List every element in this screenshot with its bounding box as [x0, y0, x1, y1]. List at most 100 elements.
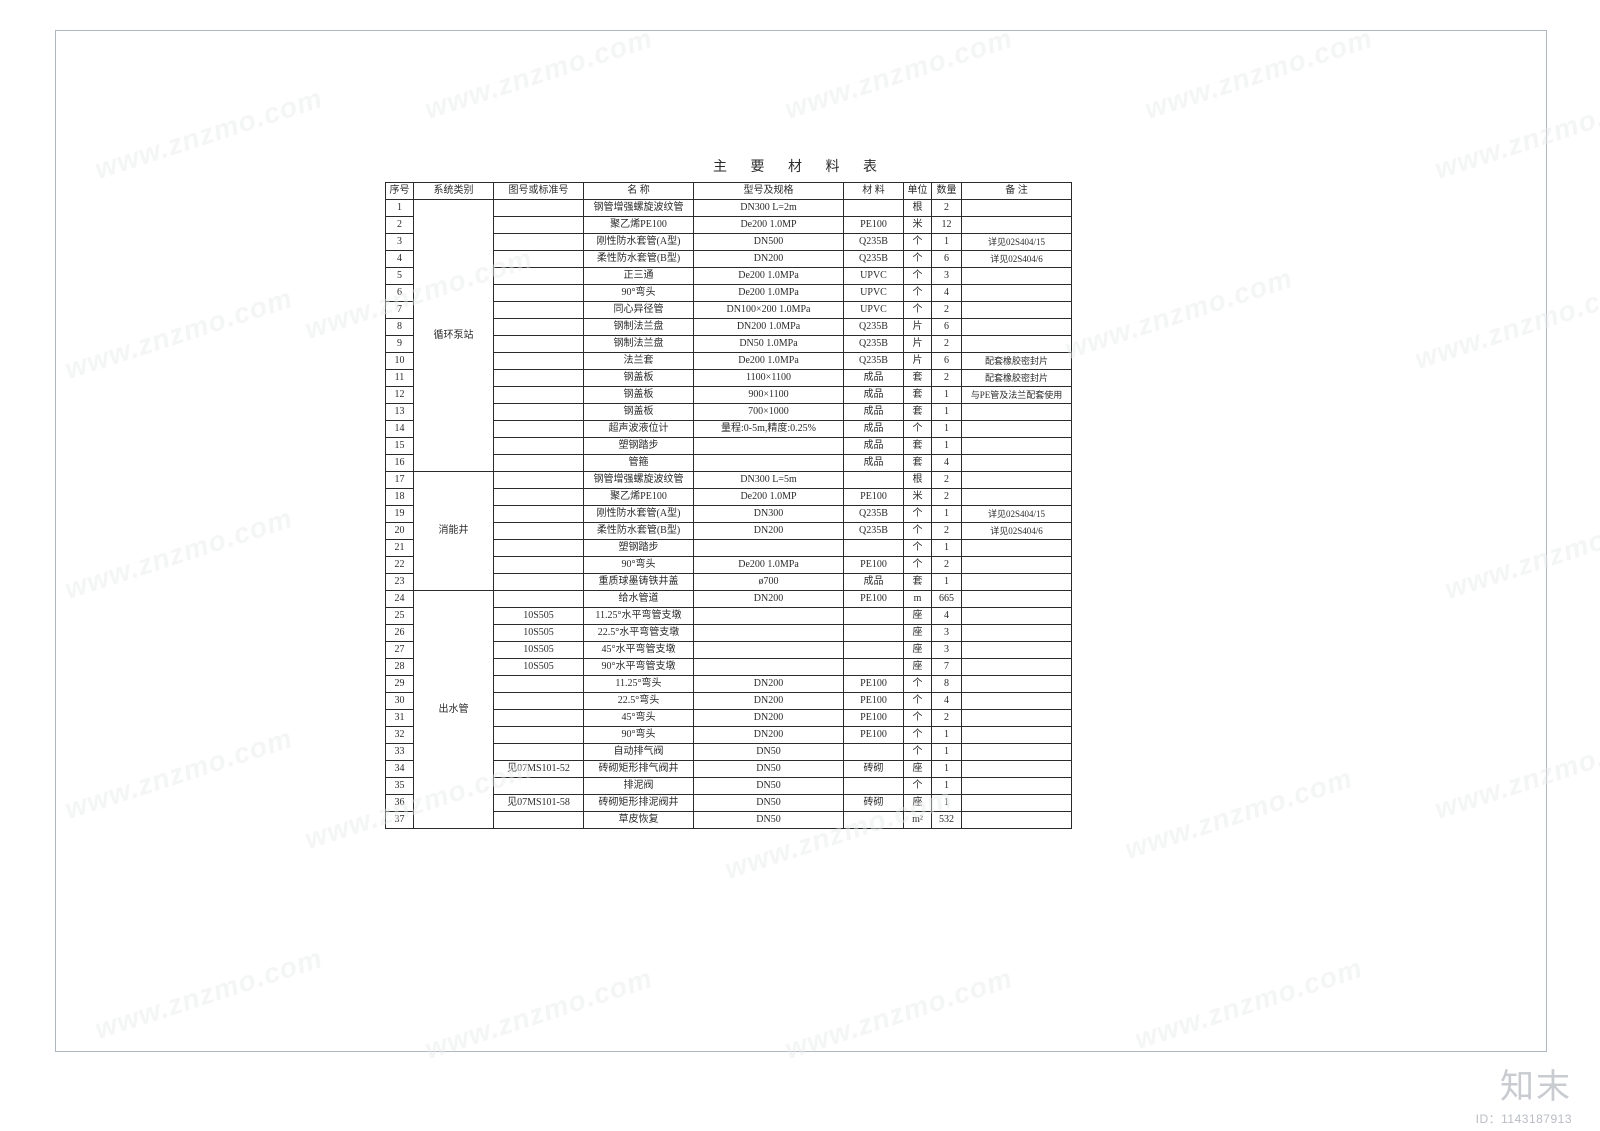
cell-name: 11.25°弯头 [584, 676, 694, 693]
cell-idx: 32 [386, 727, 414, 744]
cell-unit: 个 [904, 693, 932, 710]
cell-remark: 配套橡胶密封片 [962, 353, 1072, 370]
cell-name: 钢管增强螺旋波纹管 [584, 472, 694, 489]
cell-idx: 37 [386, 812, 414, 829]
cell-idx: 6 [386, 285, 414, 302]
cell-idx: 13 [386, 404, 414, 421]
cell-std [494, 319, 584, 336]
cell-material [844, 472, 904, 489]
cell-remark: 与PE管及法兰配套使用 [962, 387, 1072, 404]
cell-spec: 1100×1100 [694, 370, 844, 387]
cell-spec [694, 455, 844, 472]
cell-unit: 个 [904, 421, 932, 438]
cell-name: 正三通 [584, 268, 694, 285]
cell-spec: DN50 [694, 761, 844, 778]
cell-material: 成品 [844, 421, 904, 438]
cell-remark [962, 812, 1072, 829]
cell-unit: 座 [904, 795, 932, 812]
cell-spec: DN50 [694, 812, 844, 829]
cell-name: 草皮恢复 [584, 812, 694, 829]
cell-std: 10S505 [494, 659, 584, 676]
cell-unit: 根 [904, 200, 932, 217]
cell-qty: 1 [932, 404, 962, 421]
cell-name: 刚性防水套管(A型) [584, 506, 694, 523]
cell-std [494, 710, 584, 727]
cell-spec: DN200 [694, 591, 844, 608]
cell-name: 钢盖板 [584, 370, 694, 387]
cell-qty: 2 [932, 472, 962, 489]
cell-idx: 9 [386, 336, 414, 353]
cell-remark [962, 200, 1072, 217]
page-root: { "title": "主 要 材 料 表", "columns": ["序号"… [0, 0, 1600, 1131]
cell-qty: 4 [932, 693, 962, 710]
cell-idx: 30 [386, 693, 414, 710]
cell-material [844, 540, 904, 557]
cell-spec [694, 608, 844, 625]
cell-unit: 个 [904, 778, 932, 795]
cell-std [494, 302, 584, 319]
cell-material: Q235B [844, 319, 904, 336]
cell-material [844, 608, 904, 625]
cell-idx: 8 [386, 319, 414, 336]
cell-unit: 套 [904, 387, 932, 404]
cell-qty: 665 [932, 591, 962, 608]
cell-spec [694, 540, 844, 557]
cell-std [494, 268, 584, 285]
cell-unit: 个 [904, 234, 932, 251]
cell-idx: 14 [386, 421, 414, 438]
cell-spec: DN200 1.0MPa [694, 319, 844, 336]
cell-unit: 个 [904, 285, 932, 302]
cell-std [494, 506, 584, 523]
col-sys: 系统类别 [414, 183, 494, 200]
materials-table: 序号 系统类别 图号或标准号 名 称 型号及规格 材 料 单位 数量 备 注 1… [385, 182, 1072, 829]
cell-idx: 20 [386, 523, 414, 540]
cell-material: PE100 [844, 489, 904, 506]
cell-name: 90°弯头 [584, 557, 694, 574]
table-head: 序号 系统类别 图号或标准号 名 称 型号及规格 材 料 单位 数量 备 注 [386, 183, 1072, 200]
cell-name: 砖砌矩形排气阀井 [584, 761, 694, 778]
cell-std [494, 370, 584, 387]
cell-std: 10S505 [494, 608, 584, 625]
cell-material: Q235B [844, 251, 904, 268]
cell-std [494, 727, 584, 744]
cell-spec: DN50 1.0MPa [694, 336, 844, 353]
cell-remark: 详见02S404/15 [962, 234, 1072, 251]
cell-unit: 个 [904, 727, 932, 744]
cell-qty: 1 [932, 506, 962, 523]
cell-qty: 3 [932, 625, 962, 642]
cell-qty: 6 [932, 251, 962, 268]
cell-material: PE100 [844, 676, 904, 693]
cell-qty: 532 [932, 812, 962, 829]
cell-material [844, 744, 904, 761]
cell-remark [962, 693, 1072, 710]
cell-qty: 12 [932, 217, 962, 234]
cell-qty: 1 [932, 795, 962, 812]
cell-remark [962, 642, 1072, 659]
cell-system: 出水管 [414, 591, 494, 829]
cell-unit: 个 [904, 506, 932, 523]
cell-unit: 个 [904, 268, 932, 285]
cell-name: 钢制法兰盘 [584, 336, 694, 353]
col-std: 图号或标准号 [494, 183, 584, 200]
cell-spec: DN200 [694, 676, 844, 693]
cell-qty: 1 [932, 778, 962, 795]
cell-idx: 26 [386, 625, 414, 642]
cell-qty: 1 [932, 234, 962, 251]
cell-name: 塑钢踏步 [584, 438, 694, 455]
cell-spec: DN200 [694, 251, 844, 268]
cell-material: 砖砌 [844, 761, 904, 778]
cell-idx: 22 [386, 557, 414, 574]
cell-spec: ø700 [694, 574, 844, 591]
cell-name: 柔性防水套管(B型) [584, 523, 694, 540]
cell-unit: 个 [904, 540, 932, 557]
cell-remark: 详见02S404/6 [962, 251, 1072, 268]
cell-idx: 34 [386, 761, 414, 778]
cell-std [494, 404, 584, 421]
table-body: 1循环泵站钢管增强螺旋波纹管DN300 L=2m根22聚乙烯PE100De200… [386, 200, 1072, 829]
cell-material [844, 778, 904, 795]
cell-spec: 900×1100 [694, 387, 844, 404]
cell-material: PE100 [844, 693, 904, 710]
cell-material [844, 200, 904, 217]
cell-remark [962, 438, 1072, 455]
cell-unit: 个 [904, 744, 932, 761]
